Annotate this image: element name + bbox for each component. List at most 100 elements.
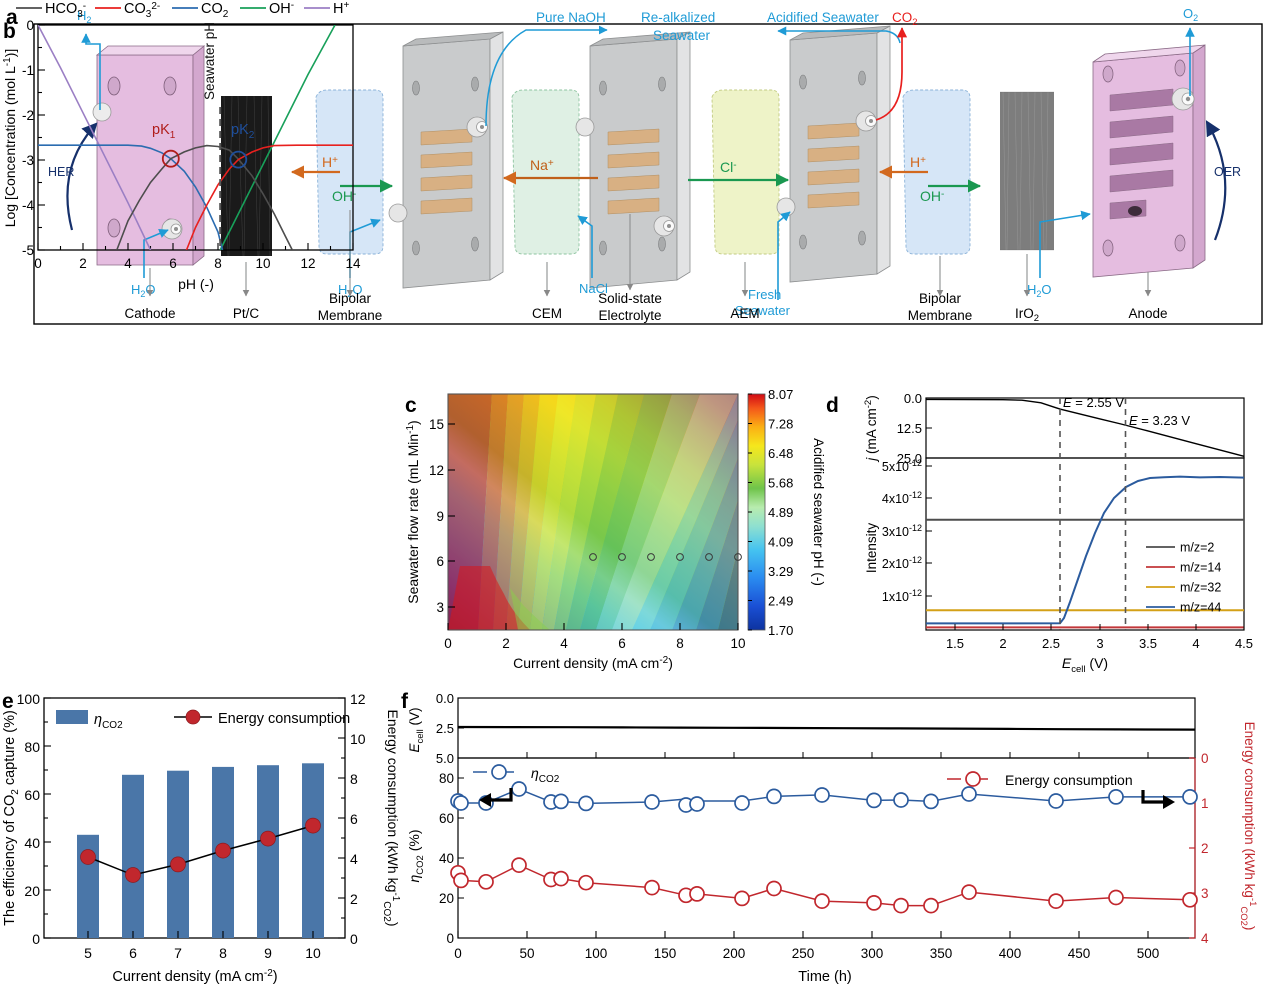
panel-e-xtick-8: 8: [219, 945, 227, 961]
panel-d-xtick-5: 4: [1192, 636, 1199, 651]
legend-label-energy-f: Energy consumption: [1005, 772, 1133, 788]
panel-d-ytick-4e12: 4x10-12: [882, 490, 922, 506]
legend-label-eta-co2-f: ηCO2: [531, 765, 560, 785]
left-arrow-icon: [479, 788, 513, 807]
panel-b-axes: 0 -1 -2 -3 -4 -5 0 2 4: [2, 18, 361, 292]
fresh-seawater-line: [777, 211, 791, 300]
panel-f-ytick-0: 0: [446, 931, 454, 946]
panel-f-label: f: [401, 690, 409, 713]
panel-f-ytick-80: 80: [439, 771, 454, 786]
label-ptc: Pt/C: [233, 306, 260, 321]
panel-c-ytick-9: 9: [436, 509, 444, 524]
panel-f-bottom-ylabel: ηCO2 (%): [406, 830, 426, 883]
h2o-anode-label: H2O: [1027, 282, 1052, 299]
panel-f-xtick-200: 200: [723, 946, 746, 961]
pure-naoh-label: Pure NaOH: [536, 10, 606, 25]
electrolyte-cell-1: [388, 31, 504, 289]
panel-d-top-ytick-1: 12.5: [897, 421, 922, 436]
legend-label-mz14: m/z=14: [1180, 561, 1221, 575]
clminus-label: Cl-: [720, 159, 737, 175]
ohminus-label-2: OH-: [920, 188, 944, 204]
panel-f-xtick-500: 500: [1137, 946, 1160, 961]
panel-c-colorbar: 8.07 7.28 6.48 5.68 4.89 4.09 3.29 2.49 …: [747, 387, 826, 638]
h2-outlet-line: [81, 33, 101, 110]
panel-b-xtick-2: 4: [124, 256, 132, 271]
panel-b-xtick-0: 0: [34, 256, 42, 271]
panel-f-top-ytick-5: 5.0: [436, 751, 454, 766]
panel-f-ytick-60: 60: [439, 811, 454, 826]
colorbar-title: Acidified seawater pH (-): [811, 438, 826, 586]
label-bpm1-line2: Membrane: [318, 308, 383, 323]
panel-d-ytick-3e12: 3x10-12: [882, 523, 922, 539]
panel-e-y2tick-10: 10: [350, 731, 366, 747]
panel-c-xtick-2: 2: [502, 636, 510, 651]
panel-d-xtick-4: 3.5: [1139, 636, 1157, 651]
panel-e-ytick-0: 0: [32, 931, 40, 947]
energy-consumption-markers: [80, 817, 321, 883]
panel-e-ytick-100: 100: [17, 691, 41, 707]
panel-c-experiment-markers: [589, 553, 742, 561]
panel-d: d 0.0 12.5 25.0 j (mA cm-2): [820, 380, 1269, 675]
panel-c-xtick-0: 0: [444, 636, 452, 651]
legend-swatch-eta-co2: [56, 710, 88, 724]
oer-arrow: [1205, 120, 1227, 241]
colorbar-tick-4: 4.89: [768, 505, 793, 520]
legend-label-oh: OH-: [269, 0, 294, 17]
panel-b-xtick-6: 12: [300, 256, 315, 271]
panel-e-y2tick-8: 8: [350, 771, 358, 787]
her-arrow: [66, 122, 98, 231]
panel-e-ytick-60: 60: [24, 787, 40, 803]
bar-6: [122, 774, 144, 938]
co2-outlet-line: [875, 27, 908, 121]
panel-e: e 100 80 60 40 20 0 The efficiency of CO…: [0, 676, 401, 1000]
panel-c-xtick-8: 8: [676, 636, 684, 651]
acidified-seawater-line: [777, 26, 901, 44]
panel-f-y2label: Energy consumption (kWh kg-1CO2): [1238, 722, 1258, 931]
ohminus-label-1: OH-: [332, 188, 356, 204]
series-co2: [38, 144, 224, 250]
panel-e-ytick-40: 40: [24, 835, 40, 851]
panel-f-top-ylabel: Ecell (V): [407, 707, 426, 752]
panel-f-legend-left: ηCO2: [473, 764, 560, 785]
panel-f-chart: f 0.0 2.5 5.0 Ecell (V): [401, 690, 1258, 985]
panel-b-xtick-1: 2: [79, 256, 87, 271]
panel-d-bottom-subplot: 5x10-12 4x10-12 3x10-12 2x10-12 1x10-12 …: [864, 457, 1245, 631]
panel-e-ytick-20: 20: [24, 883, 40, 899]
bar-9: [257, 765, 279, 938]
panel-e-legend: ηCO2 Energy consumption: [56, 709, 350, 731]
panel-f-top-ytick-2p5: 2.5: [436, 721, 454, 736]
panel-d-ytick-2e12: 2x10-12: [882, 555, 922, 571]
pk2-label: pK2: [231, 122, 255, 141]
panel-b-legend: HCO3- CO32- CO2 OH- H+: [16, 0, 349, 20]
pk1-marker: [161, 149, 180, 168]
legend-swatch-energy-marker: [185, 709, 201, 725]
panel-a-frame: [33, 23, 1263, 325]
panel-e-label: e: [2, 690, 14, 713]
realkalized-label-1: Re-alkalized: [641, 10, 715, 25]
label-sse-line2: Electrolyte: [598, 308, 661, 323]
label-sse-line1: Solid-state: [598, 291, 662, 306]
hplus-label-2: H+: [910, 154, 926, 170]
panel-c-yticks: [448, 423, 455, 608]
panel-e-xlabel: Current density (mA cm-2): [112, 968, 277, 985]
nacl-label: NaCl: [579, 281, 608, 296]
panel-d-bottom-ylabel: Intensity: [864, 523, 879, 574]
panel-c-chart: c: [405, 387, 826, 671]
panel-d-chart: d 0.0 12.5 25.0 j (mA cm-2): [826, 391, 1253, 675]
panel-f: f 0.0 2.5 5.0 Ecell (V): [395, 676, 1269, 1000]
panel-d-legend: m/z=2 m/z=14 m/z=32 m/z=44: [1146, 541, 1221, 615]
panel-f-y2tick-2: 2: [1201, 841, 1209, 856]
panel-a-label: a: [6, 6, 18, 29]
legend-label-mz32: m/z=32: [1180, 581, 1221, 595]
label-bpm2-line1: Bipolar: [919, 291, 962, 306]
nacl-line: [577, 215, 593, 278]
eta-co2-markers: [450, 781, 1198, 813]
panel-b-xtick-5: 10: [255, 256, 270, 271]
panel-c-frame: [447, 393, 739, 631]
aem-membrane: [711, 89, 780, 255]
panel-d-xticks: [954, 624, 1245, 630]
panel-f-top-subplot: 0.0 2.5 5.0 Ecell (V): [407, 691, 1196, 766]
panel-e-xtick-9: 9: [264, 945, 272, 961]
panel-b: HCO3- CO32- CO2 OH- H+ b 0: [0, 0, 400, 300]
fresh-seawater-label-2: Seawater: [735, 303, 791, 318]
